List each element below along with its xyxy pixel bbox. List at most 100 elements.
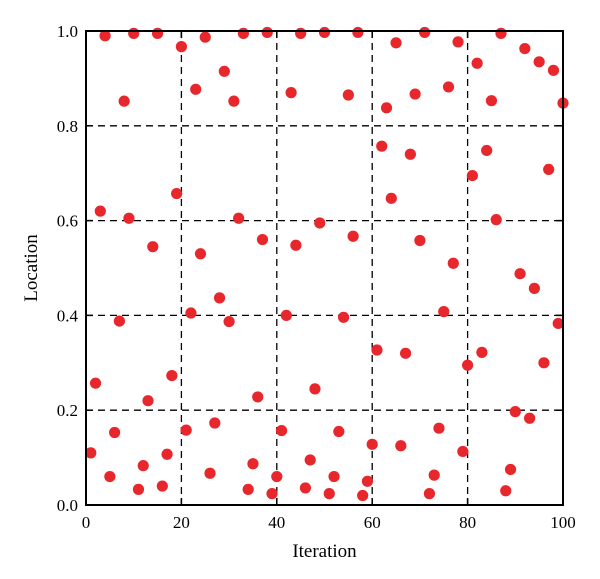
scatter-point bbox=[132, 483, 145, 495]
scatter-point bbox=[318, 26, 331, 39]
y-tick-label: 0.6 bbox=[57, 212, 78, 231]
scatter-point bbox=[390, 37, 402, 49]
scatter-point bbox=[323, 488, 335, 500]
scatter-point bbox=[500, 485, 512, 497]
x-tick-label: 40 bbox=[268, 513, 285, 532]
scatter-point bbox=[99, 30, 111, 42]
scatter-point bbox=[347, 230, 359, 242]
scatter-point bbox=[237, 27, 250, 39]
scatter-point bbox=[395, 440, 407, 452]
scatter-point bbox=[519, 42, 531, 55]
scatter-point bbox=[261, 26, 273, 39]
scatter-point bbox=[433, 422, 445, 434]
scatter-point bbox=[485, 95, 498, 107]
scatter-point bbox=[142, 395, 154, 407]
scatter-point bbox=[462, 359, 474, 371]
scatter-point bbox=[109, 426, 121, 439]
scatter-point bbox=[89, 377, 102, 389]
scatter-point bbox=[404, 148, 416, 160]
scatter-point bbox=[328, 470, 340, 483]
y-tick-label: 0.0 bbox=[57, 496, 78, 515]
scatter-point bbox=[285, 87, 297, 99]
scatter-point bbox=[266, 488, 278, 500]
scatter-point bbox=[380, 102, 393, 114]
scatter-point bbox=[528, 282, 540, 294]
scatter-point bbox=[233, 212, 245, 224]
grid bbox=[86, 31, 563, 505]
scatter-point bbox=[156, 480, 168, 492]
scatter-point bbox=[295, 27, 307, 39]
scatter-point bbox=[342, 89, 354, 101]
scatter-point bbox=[113, 315, 125, 327]
scatter-point bbox=[533, 56, 545, 68]
scatter-point bbox=[280, 309, 292, 321]
scatter-point bbox=[452, 36, 464, 48]
x-tick-label: 100 bbox=[550, 513, 576, 532]
scatter-point bbox=[151, 27, 164, 39]
scatter-point bbox=[428, 469, 440, 481]
scatter-point bbox=[366, 438, 378, 450]
scatter-point bbox=[228, 95, 240, 107]
scatter-point bbox=[547, 64, 560, 76]
scatter-point bbox=[194, 248, 207, 260]
scatter-point bbox=[438, 306, 450, 318]
scatter-point bbox=[357, 489, 369, 502]
scatter-point bbox=[123, 212, 135, 224]
scatter-point bbox=[304, 454, 316, 466]
scatter-point bbox=[180, 424, 192, 436]
scatter-point bbox=[333, 425, 345, 438]
x-tick-label: 0 bbox=[82, 513, 91, 532]
x-axis-tick-labels: 0 20 40 60 80 100 bbox=[82, 513, 576, 532]
scatter-point bbox=[252, 391, 264, 403]
scatter-point bbox=[271, 470, 283, 483]
scatter-point bbox=[371, 344, 383, 356]
scatter-point bbox=[309, 383, 321, 395]
scatter-point bbox=[299, 482, 312, 494]
scatter-point bbox=[190, 83, 202, 95]
scatter-point bbox=[128, 27, 140, 39]
scatter-point bbox=[137, 460, 149, 472]
scatter-point bbox=[447, 257, 459, 269]
y-tick-label: 0.2 bbox=[57, 401, 78, 420]
scatter-point bbox=[171, 187, 183, 200]
scatter-point bbox=[543, 163, 555, 176]
scatter-point bbox=[524, 412, 536, 424]
scatter-point bbox=[414, 234, 426, 247]
x-axis-label: Iteration bbox=[292, 541, 357, 562]
scatter-point bbox=[247, 458, 259, 470]
x-tick-label: 60 bbox=[364, 513, 381, 532]
scatter-point bbox=[352, 26, 364, 39]
y-tick-label: 1.0 bbox=[57, 22, 78, 41]
scatter-point bbox=[94, 205, 106, 217]
scatter-point bbox=[457, 445, 469, 458]
scatter-point bbox=[199, 31, 211, 43]
scatter-point bbox=[471, 57, 483, 69]
scatter-point bbox=[218, 65, 230, 77]
scatter-point bbox=[538, 357, 550, 369]
scatter-point bbox=[337, 311, 350, 323]
scatter-point bbox=[552, 317, 564, 330]
scatter-point bbox=[209, 417, 221, 429]
scatter-point bbox=[314, 217, 326, 229]
scatter-point bbox=[442, 81, 455, 93]
scatter-point bbox=[495, 27, 507, 39]
scatter-point bbox=[223, 315, 235, 328]
scatter-point bbox=[423, 488, 436, 500]
scatter-point bbox=[256, 233, 269, 246]
scatter-point bbox=[118, 95, 130, 107]
y-axis-tick-labels: 0.0 0.2 0.4 0.6 0.8 1.0 bbox=[57, 22, 79, 515]
scatter-point bbox=[242, 483, 254, 495]
scatter-point bbox=[185, 307, 197, 319]
scatter-point bbox=[504, 463, 517, 476]
scatter-point bbox=[147, 241, 159, 253]
scatter-point bbox=[175, 41, 187, 53]
scatter-point bbox=[466, 169, 478, 182]
scatter-point bbox=[509, 406, 521, 418]
scatter-point bbox=[104, 470, 116, 483]
scatter-point bbox=[476, 346, 488, 358]
scatter-point bbox=[204, 467, 216, 479]
scatter-point bbox=[490, 214, 502, 226]
scatter-point bbox=[399, 347, 412, 359]
plot-frame bbox=[85, 30, 564, 506]
